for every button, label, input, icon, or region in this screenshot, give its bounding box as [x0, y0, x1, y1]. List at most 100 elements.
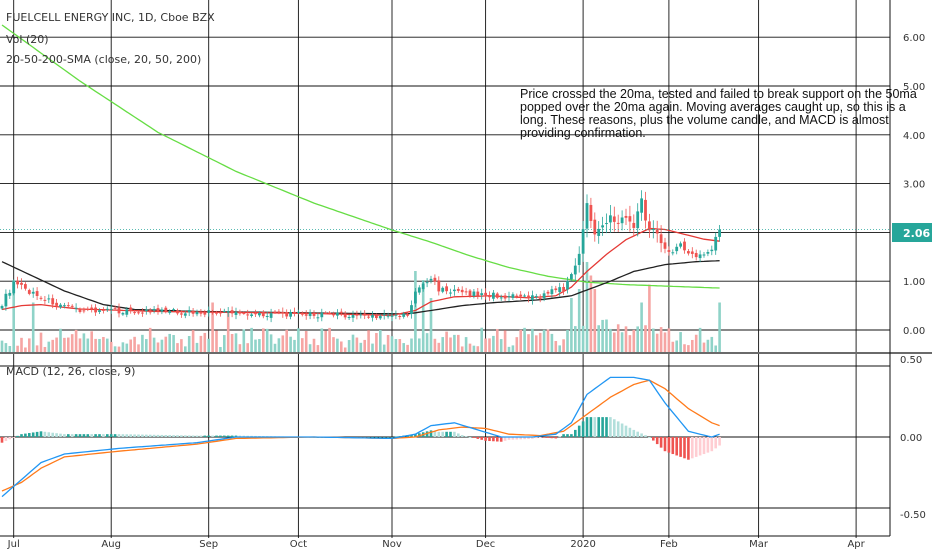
- macd-hist-bar: [238, 435, 242, 437]
- macd-hist-bar: [82, 434, 86, 437]
- macd-hist-bar: [546, 437, 550, 438]
- candle-body: [20, 282, 23, 285]
- candle-body: [312, 313, 316, 316]
- macd-hist-bar: [515, 437, 519, 440]
- macd-tick-label: 0.50: [900, 355, 922, 366]
- macd-hist-bar: [180, 435, 183, 437]
- volume-bar: [581, 325, 585, 352]
- macd-hist-bar: [195, 435, 199, 437]
- macd-hist-bar: [609, 417, 612, 437]
- candle-body: [109, 308, 113, 310]
- month-tick-label: 2020: [570, 539, 595, 550]
- macd-hist-bar: [527, 437, 530, 439]
- volume-bar: [507, 346, 511, 352]
- candle-body: [277, 311, 281, 313]
- volume-bar: [503, 330, 507, 352]
- candle-body: [515, 295, 519, 297]
- price-badge-bg: [892, 223, 932, 242]
- candle-body: [429, 278, 433, 281]
- macd-hist-bar: [223, 435, 226, 437]
- macd-hist-bar: [675, 437, 678, 456]
- macd-hist-bar: [437, 431, 441, 437]
- macd-hist-bar: [636, 431, 639, 437]
- macd-hist-bar: [554, 437, 558, 439]
- volume-bar: [207, 338, 210, 352]
- volume-bar: [94, 338, 97, 352]
- volume-bar: [527, 334, 530, 352]
- volume-bar: [70, 334, 74, 352]
- volume-bar: [620, 332, 624, 352]
- volume-bar: [78, 338, 82, 352]
- volume-bar: [265, 328, 269, 352]
- volume-bar: [691, 339, 694, 352]
- macd-hist-bar: [371, 437, 374, 438]
- month-tick-label: Aug: [101, 539, 121, 550]
- macd-hist-bar: [156, 434, 160, 437]
- macd-hist-bar: [652, 437, 655, 441]
- macd-hist-bar: [106, 434, 109, 437]
- annotation-note[interactable]: Price crossed the 20ma, tested and faile…: [520, 87, 917, 140]
- macd-hist-bar: [550, 437, 554, 439]
- candle-body: [585, 203, 589, 229]
- volume-bar: [476, 346, 480, 352]
- candle-body: [616, 222, 620, 224]
- volume-bar: [414, 271, 417, 352]
- macd-hist-bar: [145, 434, 148, 437]
- volume-bar: [371, 343, 374, 352]
- candle-body: [63, 305, 66, 307]
- candle-body: [523, 295, 526, 297]
- volume-bar: [421, 280, 425, 352]
- volume-bar: [566, 329, 569, 352]
- volume-bar: [4, 343, 8, 352]
- volume-bar: [394, 339, 398, 352]
- candle-body: [117, 307, 121, 314]
- macd-hist-bar: [0, 437, 4, 443]
- candle-body: [433, 277, 437, 282]
- candle-body: [472, 291, 476, 296]
- macd-hist-bar: [51, 432, 54, 437]
- candle-body: [8, 292, 12, 296]
- candle-body: [651, 229, 655, 231]
- volume-bar: [472, 345, 476, 352]
- candle-body: [534, 296, 538, 298]
- macd-hist-bar: [523, 437, 526, 440]
- macd-hist-bar: [137, 434, 140, 437]
- candle-body: [644, 199, 647, 221]
- macd-hist-bar: [457, 433, 460, 437]
- macd-hist-bar: [113, 434, 117, 437]
- candle-body: [655, 229, 659, 234]
- volume-bar: [601, 319, 604, 352]
- candle-body: [546, 291, 550, 294]
- volume-bar: [246, 343, 249, 352]
- macd-hist-bar: [379, 437, 382, 438]
- candle-body: [441, 287, 445, 292]
- volume-bar: [277, 338, 281, 352]
- macd-hist-bar: [472, 437, 476, 438]
- volume-bar: [43, 346, 47, 352]
- macd-hist-bar: [43, 431, 47, 437]
- candle-body: [386, 315, 390, 317]
- volume-bar: [129, 339, 132, 352]
- price-tick-label: 3.00: [903, 180, 925, 191]
- macd-hist-bar: [78, 434, 82, 437]
- candle-body: [156, 308, 160, 312]
- macd-histogram: [0, 417, 721, 460]
- volume-bar: [429, 298, 433, 352]
- volume-bar: [398, 339, 402, 352]
- price-tick-label: 5.00: [903, 82, 925, 93]
- volume-bar: [655, 333, 659, 352]
- candle-body: [488, 295, 491, 298]
- volume-bar: [320, 328, 324, 352]
- volume-bar: [191, 330, 195, 352]
- candle-body: [694, 252, 698, 258]
- volume-bar: [39, 332, 43, 352]
- volume-bar: [644, 325, 647, 352]
- macd-hist-bar: [702, 437, 706, 455]
- macd-tick-label: 0.00: [900, 433, 922, 444]
- macd-hist-bar: [164, 435, 168, 437]
- macd-hist-bar: [632, 429, 636, 437]
- macd-lines: [1, 376, 720, 498]
- macd-hist-bar: [566, 434, 569, 437]
- volume-bar: [453, 334, 456, 352]
- macd-hist-bar: [8, 437, 12, 440]
